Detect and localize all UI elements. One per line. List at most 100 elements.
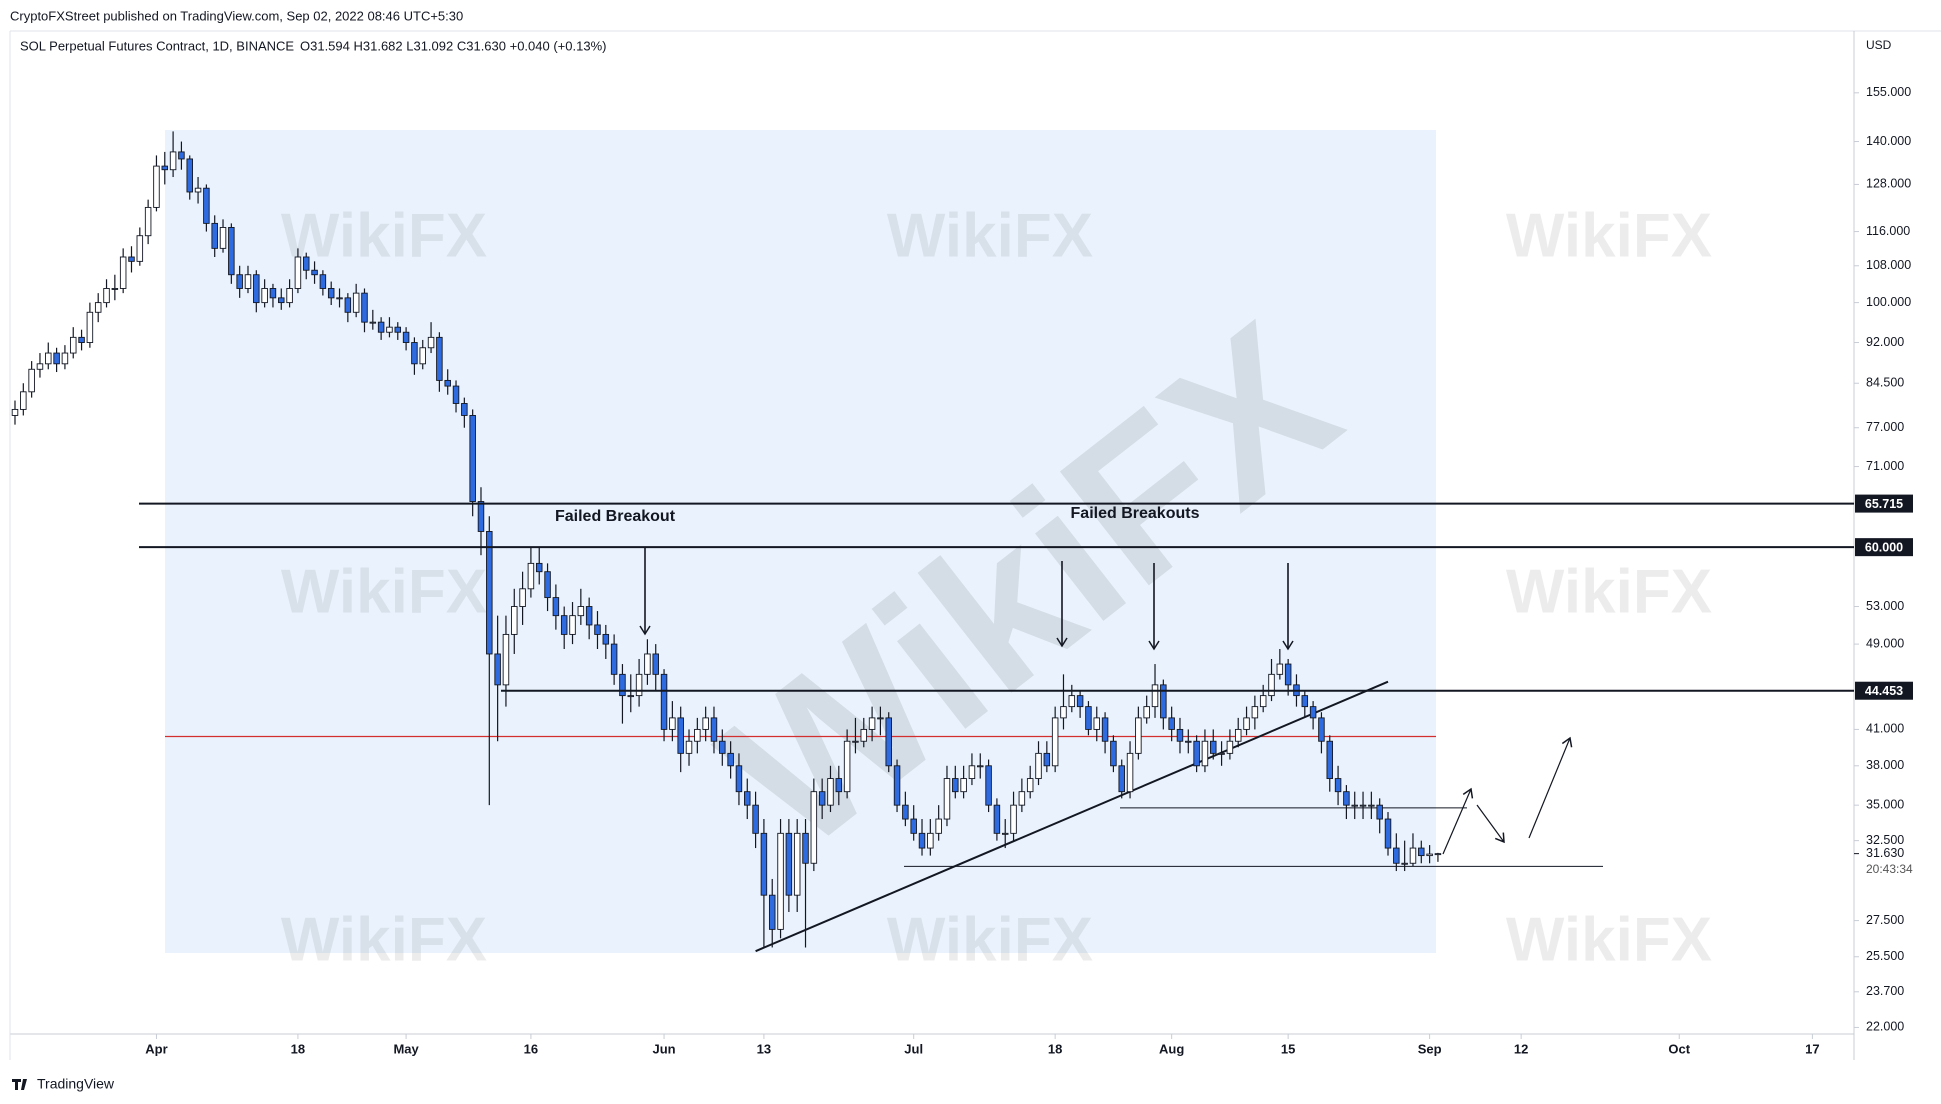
y-tick-label: 77.000 — [1866, 420, 1904, 434]
candle-body — [469, 415, 476, 502]
candle-body — [1284, 663, 1292, 686]
candle-body — [128, 256, 135, 262]
symbol-title: SOL Perpetual Futures Contract, 1D, BINA… — [20, 38, 294, 53]
candle-body — [436, 336, 443, 381]
candle-body — [1193, 740, 1200, 767]
y-tick-label: 108.000 — [1866, 258, 1911, 272]
candle-body — [1076, 695, 1084, 708]
candle-body — [461, 403, 468, 416]
candle-body — [777, 832, 784, 930]
candle-body — [860, 728, 868, 742]
candle-body — [45, 352, 52, 365]
candle-body — [344, 297, 352, 313]
candle-body — [1401, 862, 1408, 865]
candle-body — [852, 740, 859, 743]
candle-body — [511, 606, 518, 635]
candle-body — [169, 151, 177, 171]
range-shade — [165, 130, 1436, 953]
candle-body — [111, 288, 119, 290]
x-tick-label: 17 — [1805, 1041, 1819, 1056]
candle-body — [1434, 853, 1442, 856]
candle-body — [985, 765, 992, 806]
candle-body — [1093, 717, 1101, 730]
x-tick-label: 15 — [1281, 1041, 1295, 1056]
candle-body — [918, 832, 926, 849]
projection-arrow — [1528, 736, 1573, 839]
candle-body — [935, 818, 942, 834]
candle-body — [1110, 740, 1117, 767]
candle-body — [352, 292, 360, 313]
y-tick-label: 49.000 — [1866, 636, 1904, 650]
candle-body — [952, 778, 959, 793]
candle-body — [386, 326, 393, 333]
candle-body — [261, 288, 268, 304]
candle-body — [802, 832, 809, 864]
candle-body — [1426, 853, 1433, 857]
candle-body — [535, 562, 543, 573]
candle-body — [702, 717, 709, 730]
y-tick-label: 155.000 — [1866, 85, 1911, 99]
x-tick-label: Sep — [1418, 1041, 1442, 1056]
y-tick-label: 25.500 — [1866, 949, 1904, 963]
candle-body — [1226, 740, 1234, 754]
candle-body — [885, 717, 892, 767]
candle-body — [669, 717, 676, 730]
candle-body — [1085, 706, 1092, 730]
candle-body — [610, 643, 618, 675]
candle-body — [1409, 847, 1417, 864]
candle-body — [719, 740, 726, 754]
candle-body — [1201, 740, 1209, 767]
y-tick-label: 128.000 — [1866, 177, 1911, 191]
candle-body — [1243, 717, 1250, 730]
candle-body — [1393, 847, 1400, 864]
candle-body — [602, 633, 610, 645]
candle-body — [1168, 717, 1175, 730]
candle-body — [1126, 752, 1134, 793]
candle-body — [619, 673, 626, 697]
candle-body — [394, 326, 402, 333]
annotation: Failed Breakout — [555, 508, 676, 525]
projection-arrow — [1442, 787, 1474, 855]
candle-body — [1043, 752, 1051, 767]
x-tick-label: Apr — [145, 1041, 167, 1056]
candle-body — [186, 158, 193, 193]
candle-body — [1301, 695, 1309, 708]
candle-body — [302, 256, 310, 271]
candle-body — [818, 791, 826, 806]
candle-body — [519, 588, 526, 607]
candle-body — [793, 832, 801, 896]
y-tick-label: 53.000 — [1866, 599, 1904, 613]
candle-body — [419, 347, 426, 365]
candle-body — [868, 717, 876, 730]
candle-body — [94, 302, 102, 313]
candle-body — [560, 615, 568, 635]
y-tick-label: 32.500 — [1866, 833, 1904, 847]
candle-body — [1351, 804, 1358, 807]
level-label: 60.000 — [1865, 540, 1903, 554]
ohlc-readout: O31.594 H31.682 L31.092 C31.630 +0.040 (… — [300, 38, 606, 53]
candle-body — [78, 336, 85, 343]
candle-body — [294, 256, 302, 289]
candle-body — [652, 653, 659, 675]
watermark: WikiFX — [1506, 905, 1712, 974]
candle-body — [319, 274, 327, 289]
candle-body — [86, 311, 94, 343]
publisher: CryptoFXStreet published on TradingView.… — [10, 8, 463, 23]
watermark: WikiFX — [887, 201, 1093, 270]
y-tick-label: 27.500 — [1866, 913, 1904, 927]
candle-body — [1185, 740, 1192, 743]
candle-body — [1234, 728, 1242, 742]
candle-body — [61, 352, 69, 365]
candle-body — [1326, 740, 1334, 780]
candle-body — [377, 321, 385, 333]
candle-body — [311, 269, 318, 276]
last-price-label: 31.630 — [1866, 846, 1904, 860]
currency: USD — [1866, 38, 1892, 52]
projection-arrow — [1476, 804, 1505, 844]
x-tick-label: 13 — [757, 1041, 771, 1056]
candle-body — [827, 778, 834, 806]
x-tick-label: Jul — [904, 1041, 923, 1056]
x-tick-label: Oct — [1668, 1041, 1690, 1056]
candle-body — [577, 606, 585, 617]
watermark: WikiFX — [887, 905, 1093, 974]
